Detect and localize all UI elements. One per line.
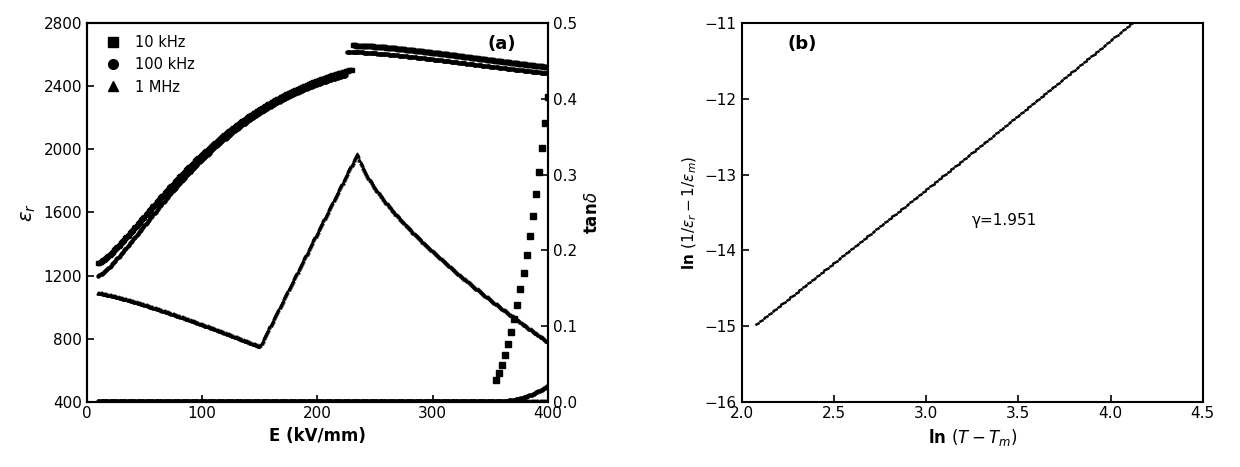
X-axis label: ln $(T-T_m)$: ln $(T-T_m)$ [928, 427, 1017, 448]
1 MHz [145, 304, 160, 310]
10 kHz [237, 117, 252, 122]
100 kHz [418, 56, 433, 61]
Text: (a): (a) [487, 35, 516, 53]
1 MHz [270, 309, 285, 315]
100 kHz [340, 49, 355, 55]
100 kHz [91, 273, 105, 278]
10 kHz [269, 97, 284, 103]
X-axis label: E (kV/mm): E (kV/mm) [269, 427, 366, 445]
Line: 1 MHz: 1 MHz [97, 152, 549, 348]
Text: γ=1.951: γ=1.951 [972, 212, 1038, 227]
1 MHz [237, 338, 252, 343]
10 kHz [417, 49, 432, 54]
1 MHz [91, 290, 105, 296]
10 kHz [91, 260, 105, 266]
10 kHz [539, 64, 554, 70]
1 MHz [252, 343, 267, 349]
Y-axis label: $\varepsilon_r$: $\varepsilon_r$ [19, 203, 37, 222]
10 kHz [345, 42, 360, 48]
10 kHz [145, 205, 160, 210]
100 kHz [269, 101, 284, 106]
100 kHz [145, 213, 160, 219]
Text: (b): (b) [787, 35, 817, 53]
1 MHz [418, 241, 433, 247]
1 MHz [376, 196, 391, 202]
Line: 10 kHz: 10 kHz [97, 44, 549, 264]
Legend: 10 kHz, 100 kHz, 1 MHz: 10 kHz, 100 kHz, 1 MHz [94, 31, 200, 99]
1 MHz [419, 243, 434, 248]
100 kHz [417, 56, 432, 61]
1 MHz [539, 339, 554, 344]
Line: 100 kHz: 100 kHz [97, 50, 549, 277]
10 kHz [418, 49, 433, 55]
Y-axis label: ln $(1/\varepsilon_r - 1/\varepsilon_m)$: ln $(1/\varepsilon_r - 1/\varepsilon_m)$ [681, 155, 699, 270]
1 MHz [350, 151, 365, 156]
100 kHz [237, 121, 252, 127]
Y-axis label: tan$\delta$: tan$\delta$ [583, 191, 600, 234]
100 kHz [539, 71, 554, 76]
100 kHz [374, 51, 389, 57]
10 kHz [374, 44, 389, 50]
